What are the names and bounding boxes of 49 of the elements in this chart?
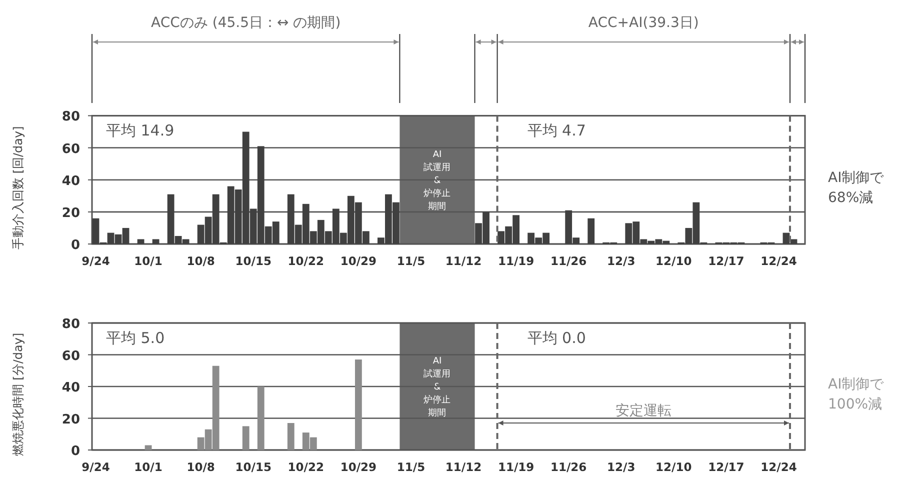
x-tick-label: 12/24 (760, 460, 797, 474)
x-tick-label: 12/3 (607, 254, 636, 268)
x-tick-label: 11/12 (445, 254, 482, 268)
x-tick-label: 11/19 (498, 254, 534, 268)
x-tick-label: 10/8 (186, 254, 215, 268)
x-tick-label: 11/26 (550, 460, 587, 474)
y-tick-label: 60 (62, 348, 80, 364)
text: ACC+AI(39.3日) (588, 15, 699, 31)
y-axis-title: 燃焼悪化時間 [分/day] (11, 332, 25, 456)
x-tick-label: 12/17 (708, 460, 744, 474)
x-tick-label: 12/24 (760, 254, 797, 268)
text: AI制御で 100%減 (828, 376, 885, 412)
x-tick-label: 11/5 (396, 460, 426, 474)
x-tick-label: 12/10 (656, 460, 692, 474)
x-tick-label: 12/10 (656, 254, 692, 268)
x-tick-label: 10/1 (134, 460, 162, 474)
x-tick-label: 10/29 (340, 460, 377, 474)
x-tick-label: 11/5 (396, 254, 426, 268)
y-tick-label: 40 (62, 380, 80, 396)
x-tick-label: 10/22 (288, 460, 324, 474)
x-tick-label: 10/15 (235, 254, 272, 268)
y-tick-label: 80 (62, 110, 80, 125)
x-tick-label: 10/15 (235, 460, 272, 474)
y-tick-label: 80 (62, 317, 80, 332)
y-axis-title: 手動介入回数 [回/day] (11, 126, 25, 250)
y-tick-label: 0 (70, 238, 80, 253)
annotation: 平均 4.7 (527, 122, 586, 140)
x-tick-label: 9/24 (82, 460, 110, 474)
y-tick-label: 20 (62, 206, 80, 221)
y-tick-label: 20 (62, 412, 80, 428)
x-tick-label: 11/19 (498, 460, 534, 474)
x-tick-label: 12/3 (607, 460, 636, 474)
x-tick-label: 9/24 (82, 254, 110, 268)
annotation: 平均 0.0 (527, 329, 586, 347)
x-tick-label: 10/1 (134, 254, 162, 268)
y-tick-label: 0 (70, 444, 80, 459)
x-tick-label: 12/17 (708, 254, 744, 268)
annotation: 平均 5.0 (106, 329, 165, 347)
x-tick-label: 10/29 (340, 254, 377, 268)
y-tick-label: 40 (62, 174, 80, 189)
x-tick-label: 11/12 (445, 460, 482, 474)
text: ACCのみ (45.5日：↔ の期間) (151, 15, 341, 31)
annotation: 安定運転 (616, 403, 672, 420)
annotation: 平均 14.9 (106, 122, 174, 140)
x-tick-label: 10/22 (288, 254, 324, 268)
x-tick-label: 10/8 (186, 460, 215, 474)
x-tick-label: 11/26 (550, 254, 587, 268)
y-tick-label: 60 (62, 142, 80, 157)
text: AI制御で 68%減 (828, 170, 885, 206)
